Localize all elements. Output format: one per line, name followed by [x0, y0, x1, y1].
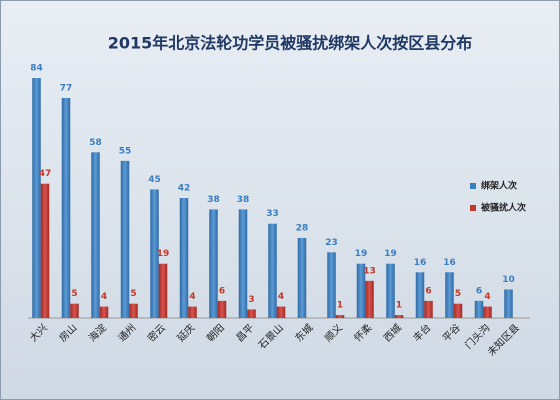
value-label: 38: [237, 195, 250, 205]
legend-swatch: [470, 205, 476, 211]
bar: [247, 309, 256, 318]
bar: [217, 300, 227, 318]
value-label: 84: [30, 64, 43, 74]
value-label: 38: [207, 195, 220, 205]
bar: [356, 263, 366, 318]
bar: [120, 160, 130, 318]
bar: [335, 315, 345, 318]
value-label: 4: [101, 292, 107, 302]
bar: [365, 280, 374, 318]
value-label: 19: [157, 249, 170, 259]
bar: [483, 306, 492, 318]
bar: [179, 198, 189, 318]
value-label: 1: [337, 301, 343, 311]
bar: [209, 209, 218, 318]
bar: [445, 272, 454, 318]
value-label: 5: [71, 289, 77, 299]
value-label: 5: [130, 289, 136, 299]
bar: [415, 272, 425, 318]
value-label: 16: [443, 258, 456, 268]
value-label: 23: [325, 238, 338, 248]
bar: [453, 303, 463, 318]
bar: [474, 300, 484, 318]
value-label: 33: [266, 209, 279, 219]
value-label: 19: [355, 249, 368, 259]
bar: [188, 306, 197, 318]
bar: [394, 315, 404, 318]
value-label: 4: [278, 292, 284, 302]
value-label: 42: [178, 184, 191, 194]
value-label: 1: [396, 301, 402, 311]
chart-title: 2015年北京法轮功学员被骚扰绑架人次按区县分布: [108, 34, 473, 53]
value-label: 28: [296, 224, 309, 234]
value-label: 4: [189, 292, 195, 302]
value-label: 6: [476, 286, 482, 296]
value-label: 10: [502, 275, 515, 285]
bar: [99, 306, 109, 318]
bar: [297, 238, 307, 318]
value-label: 16: [414, 258, 427, 268]
bar: [32, 78, 41, 318]
value-label: 3: [248, 295, 254, 305]
bar: [150, 189, 159, 318]
value-label: 6: [425, 286, 431, 296]
bar: [276, 306, 286, 318]
value-label: 6: [219, 286, 225, 296]
bar: [158, 263, 168, 318]
bar: [129, 303, 138, 318]
bar: [61, 98, 71, 318]
value-label: 55: [119, 146, 132, 156]
bar: [386, 263, 395, 318]
bar: [327, 252, 336, 318]
bar: [268, 223, 277, 318]
bar: [238, 209, 248, 318]
bar: [70, 303, 79, 318]
value-label: 47: [39, 169, 52, 179]
bar: [424, 300, 433, 318]
bar: [504, 289, 513, 318]
bar: [91, 152, 100, 318]
value-label: 13: [363, 266, 376, 276]
value-label: 45: [148, 175, 161, 185]
value-label: 58: [89, 138, 102, 148]
legend-swatch: [470, 183, 476, 189]
value-label: 5: [455, 289, 461, 299]
value-label: 19: [384, 249, 397, 259]
value-label: 4: [484, 292, 490, 302]
value-label: 77: [60, 84, 73, 94]
legend-label: 被骚扰人次: [481, 202, 526, 214]
legend-label: 绑架人次: [481, 180, 517, 192]
bar: [40, 183, 50, 318]
